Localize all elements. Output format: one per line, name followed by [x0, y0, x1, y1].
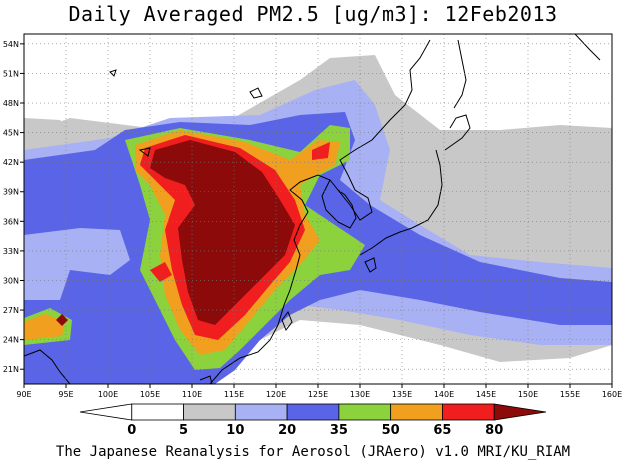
lon-tick-label: 125E — [308, 390, 328, 399]
colorbar-level-label: 80 — [485, 423, 503, 438]
lon-tick-label: 115E — [224, 390, 244, 399]
lon-tick-label: 90E — [16, 390, 31, 399]
lon-tick-label: 105E — [140, 390, 160, 399]
lat-tick-label: 33N — [3, 247, 19, 256]
colorbar-level-label: 35 — [330, 423, 348, 438]
lon-tick-label: 130E — [350, 390, 370, 399]
colorbar-swatch — [234, 403, 288, 421]
colorbar-swatch — [338, 403, 392, 421]
colorbar-swatch — [79, 403, 133, 421]
colorbar: 0 5 10 20 35 50 65 80 — [79, 403, 547, 438]
colorbar-level-label: 5 — [179, 423, 188, 438]
pm25-field — [24, 55, 612, 384]
colorbar-swatch — [493, 403, 547, 421]
data-source-credit: The Japanese Reanalysis for Aerosol (JRA… — [55, 444, 571, 460]
pm25-band-gt80-west — [56, 314, 68, 326]
lat-tick-label: 24N — [3, 336, 19, 345]
coastlines — [24, 34, 601, 384]
colorbar-level-label: 10 — [226, 423, 244, 438]
colorbar-swatch — [286, 403, 340, 421]
pm25-band-65-80-ne — [312, 142, 330, 160]
lon-tick-label: 120E — [266, 390, 286, 399]
pm25-band-5-10-east — [530, 140, 612, 170]
lat-tick-label: 27N — [3, 306, 19, 315]
colorbar-level-label: 50 — [382, 423, 400, 438]
lat-tick-label: 36N — [3, 217, 19, 226]
lon-tick-label: 145E — [476, 390, 496, 399]
colorbar-swatch — [442, 403, 495, 421]
colorbar-level-label: 20 — [278, 423, 296, 438]
lat-tick-label: 30N — [3, 276, 19, 285]
colorbar-level-label: 65 — [433, 423, 451, 438]
lon-tick-label: 135E — [392, 390, 412, 399]
lon-tick-label: 100E — [98, 390, 118, 399]
lat-tick-label: 45N — [3, 129, 19, 138]
lon-tick-label: 155E — [560, 390, 580, 399]
colorbar-swatch — [183, 403, 236, 421]
pm25-spot-red — [150, 262, 172, 282]
lon-tick-label: 160E — [602, 390, 622, 399]
pm25-band-50-65-west — [24, 314, 65, 340]
lat-tick-label: 54N — [3, 40, 19, 49]
lat-tick-label: 48N — [3, 99, 19, 108]
colorbar-swatch — [131, 403, 184, 421]
lon-tick-label: 110E — [182, 390, 202, 399]
pm25-band-5-10-north — [24, 118, 70, 140]
colorbar-swatch — [390, 403, 443, 421]
lat-tick-label: 21N — [3, 365, 19, 374]
lon-tick-label: 140E — [434, 390, 454, 399]
lon-tick-label: 95E — [58, 390, 73, 399]
colorbar-level-label: 0 — [127, 423, 136, 438]
lat-axis: 21N 24N 27N 30N 33N 36N 39N 42N 45N 48N 51N 54N — [3, 40, 24, 374]
lon-tick-label: 150E — [518, 390, 538, 399]
lat-tick-label: 39N — [3, 188, 19, 197]
pm25-band-gt80 — [150, 140, 295, 325]
map-title: Daily Averaged PM2.5 [ug/m3]: 12Feb2013 — [68, 2, 558, 26]
lat-tick-label: 42N — [3, 158, 19, 167]
lat-tick-label: 51N — [3, 69, 19, 78]
lon-axis: 90E 95E 100E 105E 110E 115E 120E 125E 130E 135E 14… — [16, 384, 622, 399]
